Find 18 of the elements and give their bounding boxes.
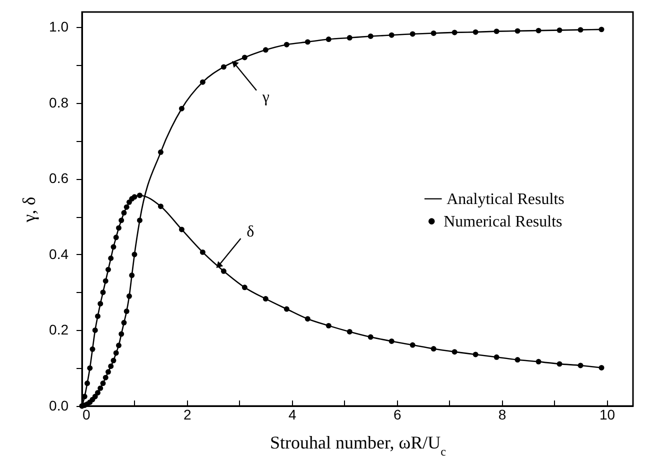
y-tick-label: 0.4	[49, 246, 69, 262]
x-tick-label: 2	[184, 406, 192, 422]
x-tick-label: 0	[82, 406, 90, 422]
y-tick-label: 0.8	[49, 94, 69, 110]
legend-label: Analytical Results	[446, 190, 564, 208]
y-tick-label: 0.2	[49, 322, 69, 338]
y-tick-label: 0.0	[49, 398, 69, 414]
x-tick-label: 6	[393, 406, 402, 422]
y-tick-label: 0.6	[49, 170, 69, 186]
x-tick-label: 8	[498, 406, 506, 422]
x-tick-label: 10	[599, 406, 616, 422]
y-axis-title: γ, δ	[19, 196, 40, 224]
x-axis-title: Strouhal number, ωR/U$_{c}$	[270, 432, 446, 458]
legend-label: Numerical Results	[444, 213, 562, 230]
annotation: δ	[246, 224, 254, 241]
annotation: γ	[261, 89, 270, 106]
x-tick-label: 4	[288, 406, 297, 422]
y-tick-label: 1.0	[49, 18, 69, 35]
